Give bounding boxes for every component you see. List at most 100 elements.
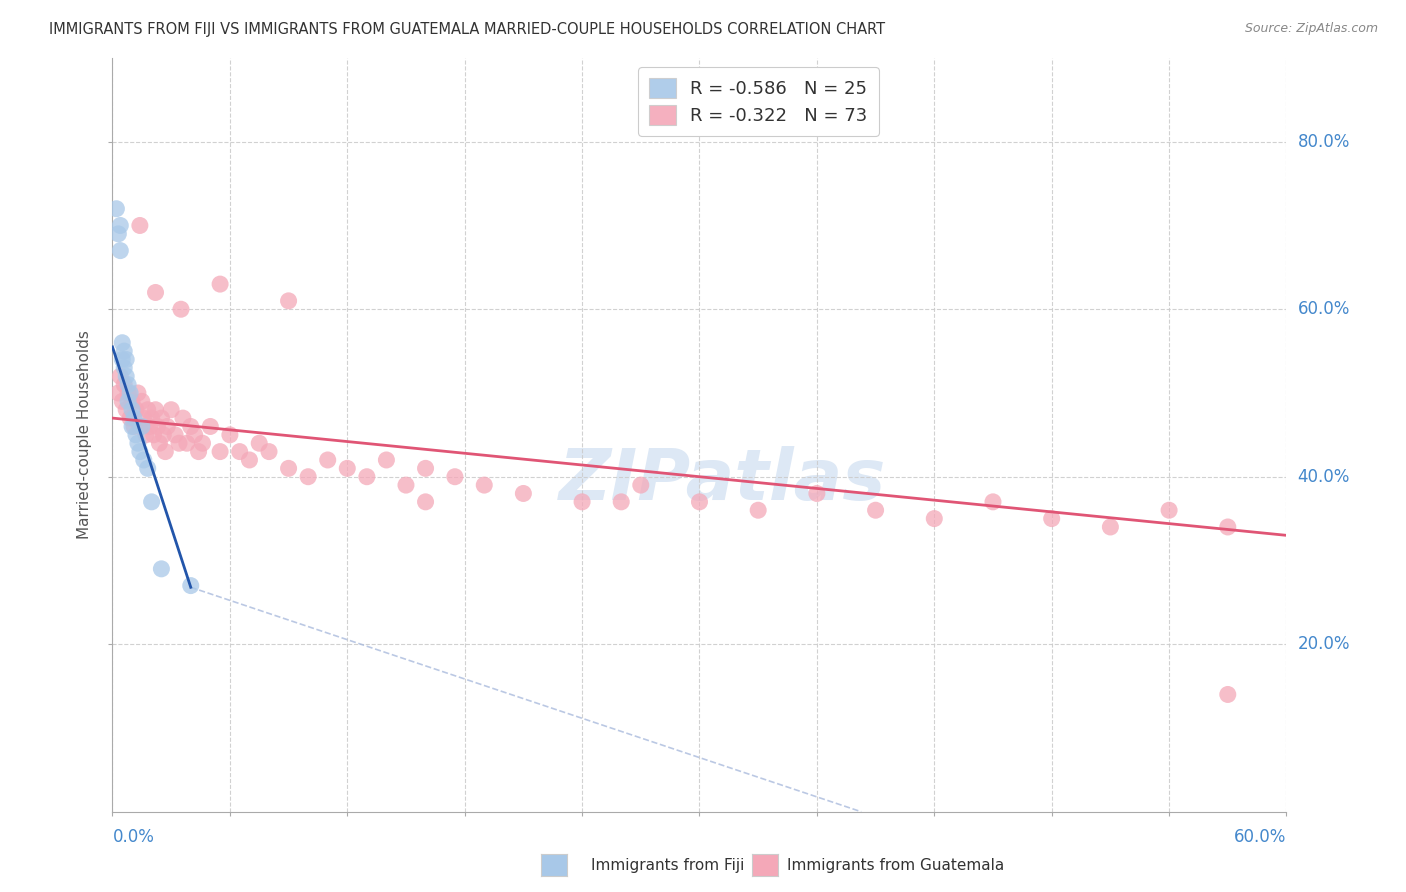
Point — [131, 419, 153, 434]
Point — [150, 411, 173, 425]
Point — [170, 302, 193, 317]
Point — [128, 219, 150, 233]
Point — [107, 227, 129, 241]
Point — [125, 427, 148, 442]
Point — [136, 402, 159, 417]
Point — [111, 335, 134, 350]
Point — [865, 503, 887, 517]
Point — [415, 461, 437, 475]
Point — [165, 427, 187, 442]
Point — [238, 453, 260, 467]
Point — [247, 436, 270, 450]
Point — [277, 461, 299, 475]
Point — [146, 419, 169, 434]
Point — [135, 427, 157, 442]
Point — [111, 352, 134, 367]
Point — [689, 495, 711, 509]
Point — [981, 495, 1004, 509]
Point — [131, 394, 153, 409]
Point — [156, 419, 179, 434]
Point — [117, 394, 139, 409]
Text: 80.0%: 80.0% — [1298, 133, 1350, 151]
Point — [228, 444, 250, 458]
Text: 20.0%: 20.0% — [1298, 635, 1350, 653]
Point — [176, 436, 198, 450]
Legend: R = -0.586   N = 25, R = -0.322   N = 73: R = -0.586 N = 25, R = -0.322 N = 73 — [638, 67, 879, 136]
Point — [112, 360, 135, 375]
Point — [150, 562, 173, 576]
Text: Immigrants from Fiji: Immigrants from Fiji — [591, 858, 744, 872]
Point — [444, 469, 467, 483]
Point — [630, 478, 652, 492]
Point — [209, 277, 232, 291]
Point — [472, 478, 495, 492]
Point — [183, 427, 205, 442]
Point — [127, 386, 149, 401]
Point — [200, 419, 222, 434]
Point — [115, 402, 138, 417]
Point — [160, 402, 183, 417]
Point — [145, 402, 167, 417]
Point — [128, 419, 150, 434]
Point — [110, 244, 132, 258]
Point — [148, 436, 170, 450]
Text: 60.0%: 60.0% — [1298, 301, 1350, 318]
Point — [395, 478, 418, 492]
Point — [571, 495, 593, 509]
Point — [120, 386, 142, 401]
Point — [209, 444, 232, 458]
Point — [152, 427, 174, 442]
Point — [415, 495, 437, 509]
Point — [610, 495, 633, 509]
Point — [187, 444, 209, 458]
Point — [132, 411, 155, 425]
Text: 40.0%: 40.0% — [1298, 467, 1350, 486]
Text: Immigrants from Guatemala: Immigrants from Guatemala — [787, 858, 1005, 872]
Point — [112, 377, 135, 392]
Point — [145, 285, 167, 300]
Point — [1216, 688, 1239, 702]
Point — [110, 219, 132, 233]
Point — [375, 453, 398, 467]
Point — [127, 436, 149, 450]
Point — [191, 436, 214, 450]
Point — [136, 461, 159, 475]
Text: IMMIGRANTS FROM FIJI VS IMMIGRANTS FROM GUATEMALA MARRIED-COUPLE HOUSEHOLDS CORR: IMMIGRANTS FROM FIJI VS IMMIGRANTS FROM … — [49, 22, 886, 37]
Point — [132, 453, 155, 467]
Point — [117, 386, 139, 401]
Point — [1216, 520, 1239, 534]
Point — [110, 369, 132, 384]
Point — [121, 419, 143, 434]
Point — [806, 486, 828, 500]
Point — [121, 402, 143, 417]
Point — [141, 495, 163, 509]
Point — [1159, 503, 1181, 517]
Point — [257, 444, 280, 458]
Point — [122, 419, 145, 434]
Text: 0.0%: 0.0% — [112, 829, 155, 847]
Point — [180, 419, 202, 434]
Point — [142, 427, 165, 442]
Point — [120, 411, 142, 425]
Text: 60.0%: 60.0% — [1234, 829, 1286, 847]
Point — [1099, 520, 1122, 534]
Point — [336, 461, 359, 475]
Point — [297, 469, 319, 483]
Point — [219, 427, 242, 442]
Point — [115, 369, 138, 384]
Point — [122, 411, 145, 425]
Point — [924, 511, 946, 525]
Point — [277, 293, 299, 308]
Point — [141, 411, 163, 425]
Point — [105, 202, 128, 216]
Point — [1040, 511, 1063, 525]
Point — [117, 377, 139, 392]
Point — [356, 469, 378, 483]
Text: Source: ZipAtlas.com: Source: ZipAtlas.com — [1244, 22, 1378, 36]
Point — [512, 486, 534, 500]
Point — [111, 394, 134, 409]
Point — [747, 503, 769, 517]
Point — [107, 386, 129, 401]
Point — [138, 419, 160, 434]
Point — [112, 344, 135, 359]
